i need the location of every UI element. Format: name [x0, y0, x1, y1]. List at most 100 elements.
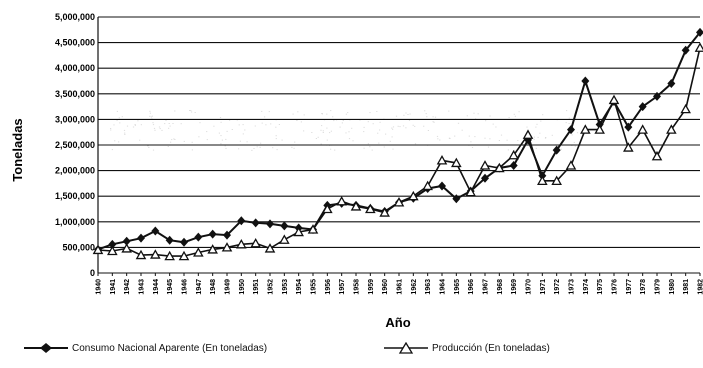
noise-dot: [506, 139, 508, 141]
data-point-consumo: [137, 233, 145, 243]
noise-dot: [265, 124, 267, 126]
noise-dot: [379, 121, 381, 123]
noise-dot: [407, 114, 409, 115]
noise-dot: [489, 115, 491, 117]
x-tick-label: 1940: [96, 279, 103, 295]
noise-dot: [198, 136, 200, 138]
y-tick-label: 1,000,000: [55, 217, 95, 227]
noise-dot: [149, 115, 151, 117]
noise-dot: [168, 123, 170, 124]
noise-dot: [152, 122, 154, 124]
data-point-produccion: [479, 160, 491, 170]
noise-dot: [174, 139, 176, 140]
noise-dot: [348, 131, 350, 133]
noise-dot: [405, 112, 407, 114]
noise-dot: [535, 147, 537, 149]
x-tick-label: 1947: [196, 279, 203, 295]
x-tick-label: 1968: [497, 279, 504, 295]
noise-dot: [191, 141, 193, 143]
noise-dot: [272, 147, 274, 149]
noise-dot: [377, 132, 379, 134]
noise-dot: [473, 112, 475, 114]
noise-dot: [448, 110, 450, 112]
noise-dot: [347, 112, 349, 114]
x-tick-label: 1943: [139, 279, 146, 295]
data-point-consumo: [165, 235, 174, 245]
x-tick-label: 1980: [669, 279, 676, 295]
noise-dot: [132, 126, 135, 128]
noise-dot: [536, 123, 538, 125]
noise-dot: [139, 139, 141, 141]
noise-dot: [574, 145, 576, 147]
noise-dot: [339, 126, 341, 128]
noise-dot: [392, 128, 394, 130]
noise-dot: [189, 110, 191, 111]
x-tick-label: 1945: [167, 279, 174, 295]
series-line-consumo: [97, 31, 701, 251]
x-tick-label: 1976: [612, 279, 619, 295]
noise-dot: [395, 115, 398, 117]
noise-dot: [154, 129, 156, 131]
noise-dot: [124, 134, 126, 135]
noise-dot: [180, 123, 182, 125]
noise-dot: [140, 124, 142, 126]
noise-dot: [281, 139, 283, 141]
x-tick-label: 1958: [354, 279, 361, 295]
x-tick-label: 1949: [225, 279, 232, 295]
noise-dot: [278, 124, 280, 125]
noise-dot: [432, 121, 434, 123]
noise-dot: [190, 110, 192, 112]
noise-dot: [275, 126, 277, 128]
y-tick-label: 2,000,000: [55, 166, 95, 176]
gridlines: [97, 16, 700, 274]
data-point-consumo: [237, 216, 246, 226]
noise-dot: [225, 147, 227, 149]
y-tick-label: 3,000,000: [55, 114, 95, 124]
noise-dot: [457, 122, 460, 124]
noise-dot: [275, 138, 277, 140]
noise-dot: [151, 115, 153, 117]
noise-dot: [124, 132, 126, 134]
data-point-produccion: [551, 175, 562, 185]
noise-dot: [409, 113, 411, 115]
x-tick-label: 1969: [511, 279, 518, 295]
x-tick-label: 1962: [411, 279, 418, 295]
noise-dot: [110, 128, 112, 129]
noise-dot: [229, 119, 231, 121]
data-point-produccion: [580, 124, 591, 134]
noise-dot: [121, 116, 123, 118]
noise-dot: [322, 130, 324, 132]
noise-dot: [468, 135, 470, 137]
noise-dot: [571, 134, 573, 136]
x-tick-label: 1975: [597, 279, 604, 295]
data-point-produccion: [594, 124, 605, 134]
noise-dot: [359, 119, 361, 121]
noise-dot: [539, 132, 541, 134]
data-point-produccion: [436, 155, 448, 165]
noise-dot: [194, 112, 196, 113]
noise-dot: [414, 125, 416, 127]
noise-dot: [383, 146, 385, 148]
data-point-produccion: [164, 250, 175, 261]
x-tick-label: 1953: [282, 279, 289, 295]
noise-dot: [470, 141, 472, 143]
legend-label-consumo: Consumo Nacional Aparente (En toneladas): [72, 342, 268, 354]
data-point-produccion: [522, 129, 534, 139]
x-tick-label: 1967: [483, 279, 490, 295]
x-tick-label: 1950: [239, 279, 246, 295]
data-point-produccion: [121, 243, 132, 253]
y-tick-label: 3,500,000: [55, 89, 95, 99]
noise-dot: [500, 134, 503, 136]
noise-dot: [399, 126, 401, 128]
data-point-produccion: [236, 238, 247, 249]
noise-dot: [432, 116, 434, 118]
data-point-produccion: [322, 203, 333, 214]
y-axis-ticks: 0 500,000 1,000,000 1,500,000 2,000,000 2,500…: [55, 12, 95, 278]
noise-dot: [147, 145, 149, 147]
noise-dot: [518, 111, 520, 113]
noise-dot: [152, 149, 155, 151]
data-point-produccion: [637, 124, 648, 134]
noise-dot: [326, 139, 328, 141]
triangle-marker-icon: [384, 342, 428, 354]
data-point-consumo: [509, 160, 518, 170]
